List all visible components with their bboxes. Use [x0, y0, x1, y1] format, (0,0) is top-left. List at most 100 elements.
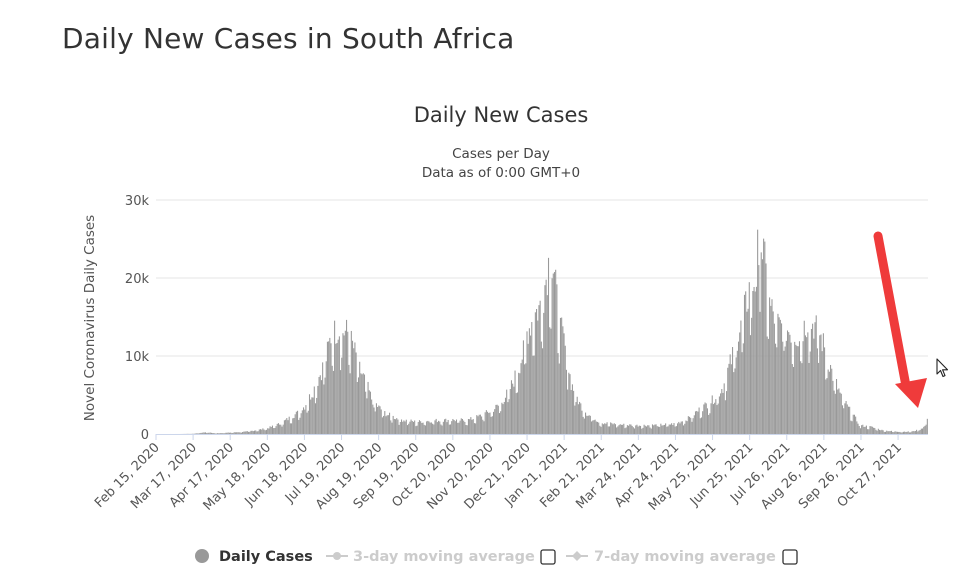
bar[interactable]	[237, 432, 239, 434]
bar[interactable]	[745, 291, 747, 434]
bar[interactable]	[368, 390, 370, 434]
bar[interactable]	[379, 406, 381, 434]
bar[interactable]	[481, 416, 483, 434]
bar[interactable]	[739, 332, 741, 434]
bar[interactable]	[299, 417, 301, 434]
bar[interactable]	[524, 364, 526, 434]
bar[interactable]	[662, 425, 664, 434]
bar[interactable]	[282, 424, 284, 434]
bar[interactable]	[336, 343, 338, 434]
bar[interactable]	[672, 425, 674, 434]
bar[interactable]	[728, 363, 730, 434]
bar[interactable]	[307, 410, 309, 434]
bar[interactable]	[653, 425, 655, 434]
bar[interactable]	[493, 411, 495, 434]
bar[interactable]	[348, 364, 350, 434]
bar[interactable]	[641, 428, 643, 434]
bar[interactable]	[771, 299, 773, 434]
bar[interactable]	[477, 416, 479, 434]
bar[interactable]	[414, 420, 416, 435]
bar[interactable]	[561, 317, 563, 434]
bar[interactable]	[649, 427, 651, 434]
bar[interactable]	[231, 432, 233, 434]
bar[interactable]	[476, 415, 478, 434]
bar[interactable]	[525, 363, 527, 434]
bar[interactable]	[604, 423, 606, 434]
bar[interactable]	[644, 425, 646, 434]
bar[interactable]	[776, 347, 778, 434]
bar[interactable]	[265, 429, 268, 434]
bar[interactable]	[870, 426, 872, 434]
bar[interactable]	[694, 411, 697, 434]
checkbox-7-day-average[interactable]	[782, 549, 798, 565]
bar[interactable]	[826, 378, 828, 434]
bar[interactable]	[363, 374, 366, 434]
bar[interactable]	[297, 410, 299, 434]
bar[interactable]	[753, 287, 755, 434]
bar[interactable]	[792, 366, 795, 434]
bar[interactable]	[441, 425, 443, 434]
bar[interactable]	[612, 424, 614, 434]
bar[interactable]	[861, 425, 863, 434]
bar[interactable]	[522, 340, 524, 434]
bar[interactable]	[214, 433, 216, 434]
bar[interactable]	[283, 420, 285, 434]
bar[interactable]	[270, 426, 272, 434]
bar[interactable]	[289, 423, 291, 434]
bar[interactable]	[347, 331, 349, 434]
bar[interactable]	[770, 305, 772, 434]
bar[interactable]	[727, 367, 729, 434]
bar[interactable]	[838, 388, 840, 434]
bar[interactable]	[779, 319, 781, 434]
bar[interactable]	[570, 389, 572, 434]
bar[interactable]	[875, 429, 877, 434]
bar[interactable]	[855, 416, 857, 434]
bar[interactable]	[841, 405, 844, 434]
bar[interactable]	[879, 429, 881, 434]
bar[interactable]	[890, 430, 893, 434]
bar[interactable]	[853, 414, 855, 434]
bar[interactable]	[733, 372, 735, 434]
bar[interactable]	[835, 379, 838, 434]
bar[interactable]	[500, 411, 502, 434]
bar[interactable]	[884, 431, 887, 434]
bar[interactable]	[871, 426, 873, 434]
bar[interactable]	[631, 425, 633, 434]
bar[interactable]	[576, 396, 578, 434]
bar[interactable]	[810, 328, 812, 434]
bar[interactable]	[693, 415, 695, 434]
bar[interactable]	[699, 418, 701, 434]
bar[interactable]	[608, 426, 610, 434]
bar[interactable]	[737, 341, 740, 434]
bar[interactable]	[351, 340, 354, 434]
bar[interactable]	[459, 420, 461, 434]
bar[interactable]	[491, 416, 493, 434]
bar[interactable]	[213, 433, 215, 434]
bar[interactable]	[479, 414, 481, 434]
bar[interactable]	[546, 295, 548, 434]
bar[interactable]	[328, 341, 330, 434]
bar[interactable]	[259, 429, 262, 434]
bar[interactable]	[613, 423, 615, 434]
bar[interactable]	[464, 421, 466, 434]
bar[interactable]	[698, 407, 700, 434]
bar[interactable]	[568, 372, 570, 434]
bar[interactable]	[354, 342, 356, 434]
bar[interactable]	[589, 415, 591, 434]
bar[interactable]	[703, 404, 705, 434]
bar[interactable]	[629, 424, 631, 434]
bar[interactable]	[813, 338, 815, 434]
bar[interactable]	[788, 332, 790, 434]
bar[interactable]	[274, 427, 276, 434]
bar[interactable]	[208, 432, 210, 434]
bar[interactable]	[674, 426, 676, 434]
bar[interactable]	[851, 421, 853, 434]
bar[interactable]	[316, 397, 318, 434]
bar[interactable]	[372, 404, 374, 434]
bar[interactable]	[687, 416, 689, 434]
bar[interactable]	[910, 432, 912, 434]
bar[interactable]	[867, 429, 869, 434]
bar[interactable]	[308, 394, 311, 434]
bar[interactable]	[220, 433, 222, 434]
bar[interactable]	[678, 421, 680, 434]
